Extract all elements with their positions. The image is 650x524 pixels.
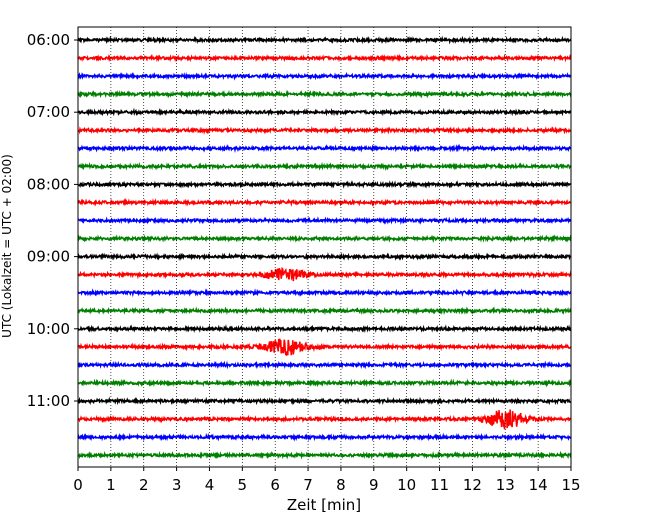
seismic-trace: [77, 216, 572, 225]
seismic-trace: [77, 234, 572, 244]
x-tick-label: 10: [397, 476, 416, 494]
x-tick-label: 11: [430, 476, 449, 494]
x-tick-label: 0: [73, 476, 83, 494]
seismic-trace: [77, 288, 572, 298]
seismic-trace: [77, 360, 572, 370]
seismic-trace: [77, 53, 572, 63]
seismic-trace: [77, 197, 572, 207]
y-tick-label: 08:00: [27, 175, 70, 193]
seismic-trace: [77, 107, 572, 117]
x-tick-label: 12: [463, 476, 482, 494]
plot-frame: [77, 26, 572, 468]
x-tick-label: 5: [238, 476, 248, 494]
x-tick-label: 8: [336, 476, 346, 494]
traces-layer: [77, 35, 572, 460]
seismic-trace: [77, 432, 572, 442]
x-tick-label: 14: [529, 476, 548, 494]
y-axis-ticks: 06:00 07:00 08:00 09:00 10:00 11:00: [27, 31, 78, 410]
x-tick-label: 2: [139, 476, 149, 494]
x-tick-label: 7: [303, 476, 313, 494]
seismic-trace: [77, 143, 572, 153]
y-tick-label: 06:00: [27, 31, 70, 49]
seismic-trace: [77, 306, 572, 316]
seismic-trace: [77, 252, 572, 261]
x-axis-label: Zeit [min]: [287, 496, 361, 514]
seismic-trace: [77, 89, 572, 99]
x-tick-label: 6: [270, 476, 280, 494]
seismic-trace: [77, 324, 572, 334]
seismic-trace: [77, 71, 572, 81]
grid-layer: [110, 27, 539, 467]
y-tick-label: 10:00: [27, 320, 70, 338]
seismic-trace: [77, 338, 572, 357]
seismic-trace: [77, 125, 572, 135]
y-axis-label: UTC (Lokalzeit = UTC + 02:00): [0, 154, 14, 338]
x-tick-label: 9: [369, 476, 379, 494]
seismic-trace: [77, 378, 572, 388]
x-tick-label: 13: [496, 476, 515, 494]
x-tick-label: 1: [106, 476, 116, 494]
seismic-trace: [77, 396, 572, 406]
seismic-trace: [77, 161, 572, 171]
y-tick-label: 07:00: [27, 103, 70, 121]
x-tick-label: 15: [561, 476, 580, 494]
x-tick-label: 4: [205, 476, 215, 494]
seismic-trace: [77, 35, 572, 45]
seismic-trace: [77, 450, 572, 460]
y-tick-label: 09:00: [27, 248, 70, 266]
seismic-trace: [77, 266, 572, 282]
seismic-trace: [77, 179, 572, 189]
x-tick-label: 3: [172, 476, 182, 494]
seismic-trace: [77, 409, 572, 430]
x-axis-ticks: 0 1 2 3 4 5 6 7 8 9 10 11 12 13 14 15: [73, 467, 581, 494]
y-tick-label: 11:00: [27, 392, 70, 410]
